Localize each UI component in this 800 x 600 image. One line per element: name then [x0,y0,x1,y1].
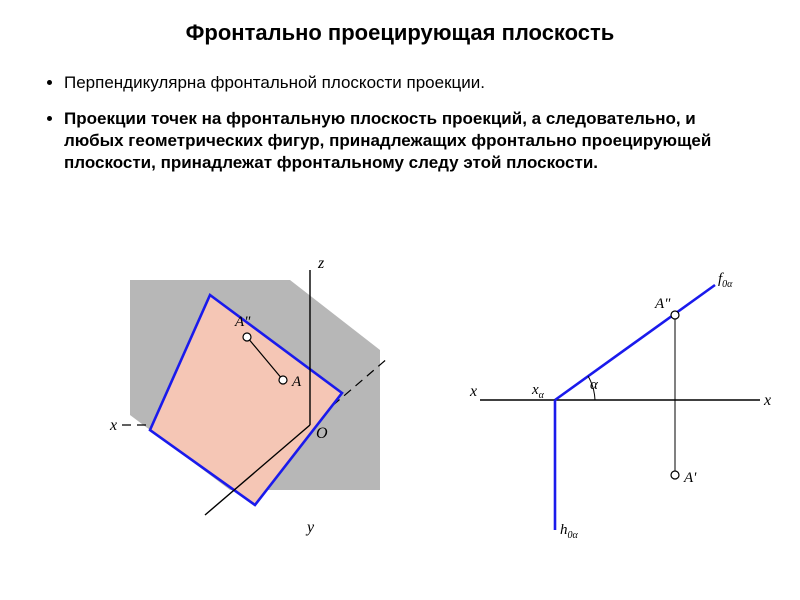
label-h0a: h0α [560,522,579,541]
bullet-2: Проекции точек на фронтальную плоскость … [64,108,760,174]
label-x: x [109,417,117,434]
figures-container: z x y O A" A x x xα α A" A' f0α [0,240,800,580]
label-f0a: f0α [718,271,733,290]
label-a1-r: A' [683,470,697,486]
page-title: Фронтально проецирующая плоскость [40,20,760,46]
label-alpha: α [590,377,599,393]
point-a1-r [671,471,679,479]
label-a2: A" [234,314,251,330]
point-a2 [243,333,251,341]
label-a: A [291,374,302,390]
bullet-1: Перпендикулярна фронтальной плоскости пр… [64,72,760,94]
label-y: y [305,519,315,536]
label-x-right: x [763,392,771,409]
point-a2-r [671,311,679,319]
label-xa: xα [531,382,545,401]
bullet-2-trail: . [593,153,598,172]
label-o: O [316,425,328,442]
bullet-list: Перпендикулярна фронтальной плоскости пр… [40,72,760,174]
trace-f0a [555,285,715,400]
bullet-2-text: Проекции точек на фронтальную плоскость … [64,109,711,172]
left-3d-diagram: z x y O A" A [70,240,450,560]
label-x-left: x [469,383,477,400]
label-a2-r: A" [654,296,671,312]
right-epure-diagram: x x xα α A" A' f0α h0α [460,250,780,550]
point-a [279,376,287,384]
label-z: z [317,255,325,272]
